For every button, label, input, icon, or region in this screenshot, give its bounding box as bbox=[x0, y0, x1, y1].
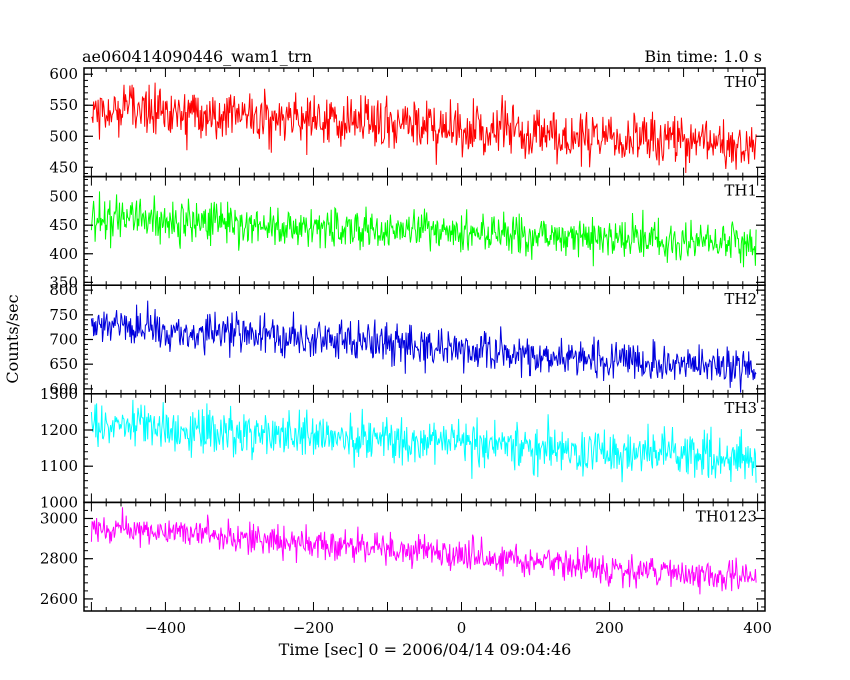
y-tick-label: 750 bbox=[49, 306, 78, 324]
panel-th1: 350 400 450 500 TH1 bbox=[49, 175, 766, 291]
panel-th3: 1000 1100 1200 1300 TH3 bbox=[40, 385, 766, 511]
x-tick-label: 400 bbox=[743, 619, 772, 637]
panel-label-th0: TH0 bbox=[724, 73, 757, 91]
y-tick-label: 400 bbox=[49, 245, 78, 263]
y-tick-label: 600 bbox=[49, 65, 78, 83]
x-axis: −400 −200 0 200 400 bbox=[145, 619, 772, 637]
x-tick-label: 0 bbox=[457, 619, 467, 637]
y-tick-label: 450 bbox=[49, 216, 78, 234]
series-line-th0 bbox=[91, 82, 757, 174]
y-tick-label: 800 bbox=[49, 281, 78, 299]
panel-label-th3: TH3 bbox=[724, 399, 757, 417]
y-tick-label: 650 bbox=[49, 355, 78, 373]
x-tick-label: 200 bbox=[595, 619, 624, 637]
series-line-th1 bbox=[90, 191, 757, 268]
y-tick-label: 500 bbox=[49, 188, 78, 206]
y-tick-label: 1100 bbox=[40, 457, 78, 475]
panel-label-th0123: TH0123 bbox=[696, 507, 757, 525]
series-line-th2 bbox=[90, 300, 757, 393]
panel-frame bbox=[83, 175, 766, 286]
y-tick-label: 3000 bbox=[40, 509, 78, 527]
panel-th0: 450 500 550 600 TH0 bbox=[49, 65, 766, 178]
y-tick-label: 500 bbox=[49, 127, 78, 145]
panel-label-th1: TH1 bbox=[724, 182, 757, 200]
panel-label-th2: TH2 bbox=[724, 290, 757, 308]
series-line-th3 bbox=[90, 399, 757, 483]
x-tick-label: −400 bbox=[145, 619, 186, 637]
y-axis-label: Counts/sec bbox=[3, 294, 22, 383]
x-tick-label: −200 bbox=[293, 619, 334, 637]
y-tick-label: 1200 bbox=[40, 421, 78, 439]
y-tick-label: 2600 bbox=[40, 590, 78, 608]
bin-time-label: Bin time: 1.0 s bbox=[644, 47, 762, 66]
y-tick-label: 1300 bbox=[40, 385, 78, 403]
x-axis-label: Time [sec] 0 = 2006/04/14 09:04:46 bbox=[279, 640, 572, 659]
panels-group: 450 500 550 600 TH0 350 400 450 500 TH1 600 650 700 7… bbox=[40, 65, 766, 612]
panel-th2: 600 650 700 750 800 TH2 bbox=[49, 281, 766, 398]
panel-frame bbox=[83, 501, 766, 612]
y-tick-label: 1000 bbox=[40, 493, 78, 511]
chart-title: ae060414090446_wam1_trn bbox=[82, 47, 312, 66]
panel-th0123: 2600 2800 3000 TH0123 bbox=[40, 501, 766, 612]
y-tick-label: 350 bbox=[49, 273, 78, 291]
y-tick-label: 2800 bbox=[40, 550, 78, 568]
y-tick-label: 600 bbox=[49, 380, 78, 398]
series-line-th0123 bbox=[90, 507, 757, 595]
y-tick-label: 700 bbox=[49, 331, 78, 349]
y-tick-label: 450 bbox=[49, 158, 78, 176]
y-tick-label: 550 bbox=[49, 96, 78, 114]
